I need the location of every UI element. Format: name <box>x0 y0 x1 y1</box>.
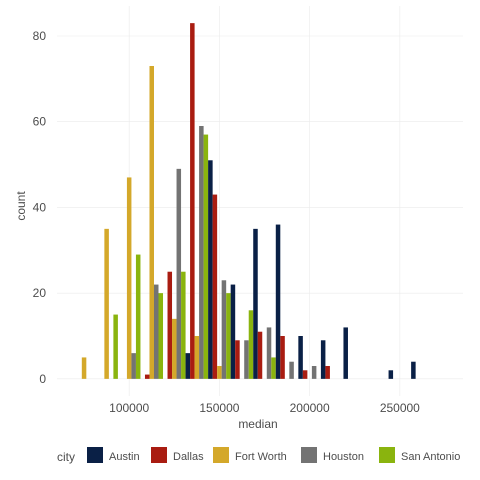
bar-houston <box>221 280 227 379</box>
bar-austin <box>320 340 326 379</box>
legend-label: Austin <box>109 451 140 463</box>
legend-swatch <box>151 447 167 463</box>
y-tick-labels: 0 20 40 60 80 <box>33 29 47 386</box>
bar-san-antonio <box>203 134 209 379</box>
y-tick-label: 60 <box>33 115 47 129</box>
legend-label: Houston <box>323 451 364 463</box>
x-tick-label: 100000 <box>109 401 149 415</box>
bar-dallas <box>302 370 308 379</box>
bar-san-antonio <box>158 293 164 379</box>
bar-houston <box>176 168 182 379</box>
bar-austin <box>275 224 281 379</box>
bar-houston <box>244 340 249 379</box>
legend-title: city <box>57 450 75 464</box>
bar-fort-worth <box>194 336 200 379</box>
bar-austin <box>411 361 416 379</box>
bar-houston <box>131 353 136 379</box>
bar-houston <box>153 284 159 379</box>
legend: city Austin Dallas Fort Worth Houston San An… <box>57 447 460 464</box>
bar-austin <box>185 353 191 379</box>
legend-swatch <box>87 447 103 463</box>
y-tick-label: 40 <box>33 200 47 214</box>
y-tick-label: 80 <box>33 29 47 43</box>
legend-label: San Antonio <box>401 451 460 463</box>
bar-dallas <box>212 194 218 379</box>
bar-austin <box>343 327 348 379</box>
bar-dallas <box>325 366 330 379</box>
bar-san-antonio <box>181 271 186 379</box>
bar-dallas <box>144 374 150 379</box>
bar-san-antonio <box>271 357 276 379</box>
bar-austin <box>208 160 213 379</box>
bar-san-antonio <box>226 293 231 379</box>
bars <box>81 23 416 379</box>
bar-dallas <box>280 336 285 379</box>
bar-dallas <box>167 271 173 379</box>
legend-swatch <box>301 447 317 463</box>
y-tick-label: 0 <box>39 372 46 386</box>
x-axis-title: median <box>238 417 277 431</box>
bar-fort-worth <box>104 228 109 379</box>
bar-austin <box>388 370 394 379</box>
bar-fort-worth <box>149 66 154 379</box>
legend-swatch <box>379 447 395 463</box>
bar-fort-worth <box>172 318 177 379</box>
bar-austin <box>253 228 258 379</box>
bar-austin <box>298 336 303 379</box>
legend-label: Dallas <box>173 451 204 463</box>
bar-austin <box>230 284 236 379</box>
bar-dallas <box>257 331 263 379</box>
x-tick-label: 200000 <box>290 401 330 415</box>
bar-dallas <box>190 23 195 379</box>
bar-houston <box>289 361 294 379</box>
bar-san-antonio <box>135 254 141 379</box>
x-tick-labels: 100000 150000 200000 250000 <box>109 401 420 415</box>
x-tick-label: 250000 <box>380 401 420 415</box>
bar-dallas <box>235 340 240 379</box>
bar-fort-worth <box>126 177 132 379</box>
bar-san-antonio <box>248 310 254 379</box>
y-tick-label: 20 <box>33 286 47 300</box>
bar-houston <box>266 327 272 379</box>
bar-houston <box>311 366 317 379</box>
y-axis-title: count <box>14 191 28 221</box>
bar-houston <box>199 126 204 379</box>
legend-label: Fort Worth <box>235 451 287 463</box>
x-tick-label: 150000 <box>199 401 239 415</box>
bar-fort-worth <box>81 357 87 379</box>
bar-fort-worth <box>217 366 222 379</box>
legend-swatch <box>213 447 229 463</box>
bar-san-antonio <box>113 314 118 379</box>
